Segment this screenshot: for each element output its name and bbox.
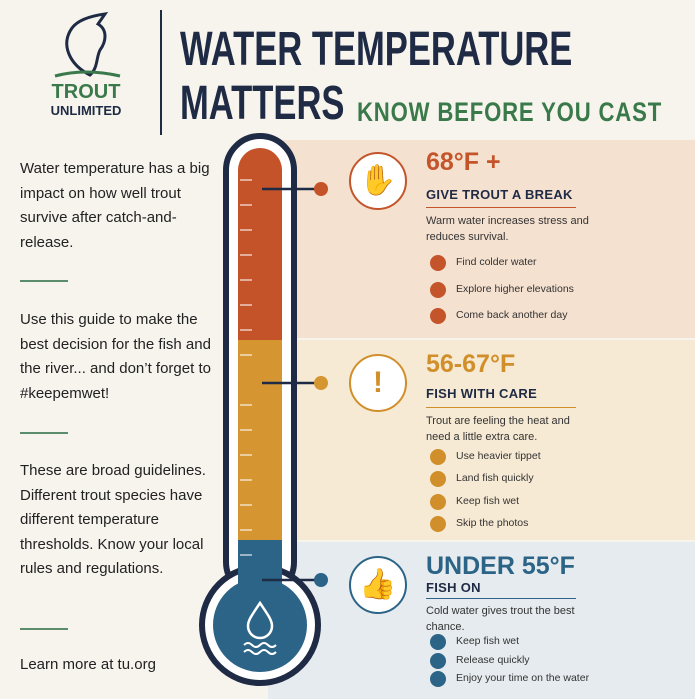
item-icon [430, 308, 446, 324]
zone-icon: 👍 [349, 556, 407, 614]
zone-background [268, 140, 695, 338]
zone-subheading: FISH ON [426, 580, 481, 595]
item-icon [430, 471, 446, 487]
title: WATER TEMPERATURE [180, 23, 573, 76]
zone-icon: ✋ [349, 152, 407, 210]
zone-heading: 56-67°F [426, 350, 516, 378]
paragraph: Use this guide to make the best decision… [20, 311, 211, 402]
zone-heading: UNDER 55°F [426, 552, 575, 580]
item-icon [430, 653, 446, 669]
zone-item: Keep fish wet [456, 495, 520, 507]
item-icon [430, 494, 446, 510]
zone-description: Trout are feeling the heat and need a li… [426, 415, 570, 443]
zone-item: Use heavier tippet [456, 450, 541, 462]
item-icon [430, 634, 446, 650]
separator [20, 628, 68, 630]
zone-item: Come back another day [456, 309, 568, 321]
logo-fish [54, 12, 121, 78]
zone-rule [426, 207, 576, 208]
zone-item: Find colder water [456, 256, 537, 268]
separator [20, 280, 68, 282]
subtitle: KNOW BEFORE YOU CAST [357, 97, 663, 127]
zone-item: Enjoy your time on the water [456, 672, 590, 684]
title: MATTERS [180, 77, 345, 130]
divider [160, 10, 162, 135]
zone-background [268, 340, 695, 540]
zone-background [268, 542, 695, 699]
item-icon [430, 516, 446, 532]
footer: Learn more at tu.org [20, 656, 156, 673]
item-icon [430, 449, 446, 465]
zone-subheading: FISH WITH CARE [426, 386, 538, 401]
zone-subheading: GIVE TROUT A BREAK [426, 187, 573, 202]
zone-heading: 68°F + [426, 148, 501, 176]
separator [20, 432, 68, 434]
zone-item: Keep fish wet [456, 635, 520, 647]
paragraph: Water temperature has a big impact on ho… [20, 160, 210, 251]
item-icon [430, 255, 446, 271]
logo-text: UNLIMITED [50, 103, 122, 118]
zone-item: Skip the photos [456, 517, 529, 529]
logo-text: TROUT [51, 81, 121, 103]
item-icon [430, 671, 446, 687]
paragraph: These are broad guidelines. Different tr… [20, 462, 206, 577]
zone-icon: ! [349, 354, 407, 412]
zone-rule [426, 598, 576, 599]
zone-description: Warm water increases stress and reduces … [426, 215, 589, 243]
zone-item: Explore higher elevations [456, 283, 574, 295]
zone-item: Release quickly [456, 654, 530, 666]
zone-rule [426, 407, 576, 408]
zone-description: Cold water gives trout the best chance. [426, 605, 575, 633]
item-icon [430, 282, 446, 298]
zone-item: Land fish quickly [456, 472, 534, 484]
